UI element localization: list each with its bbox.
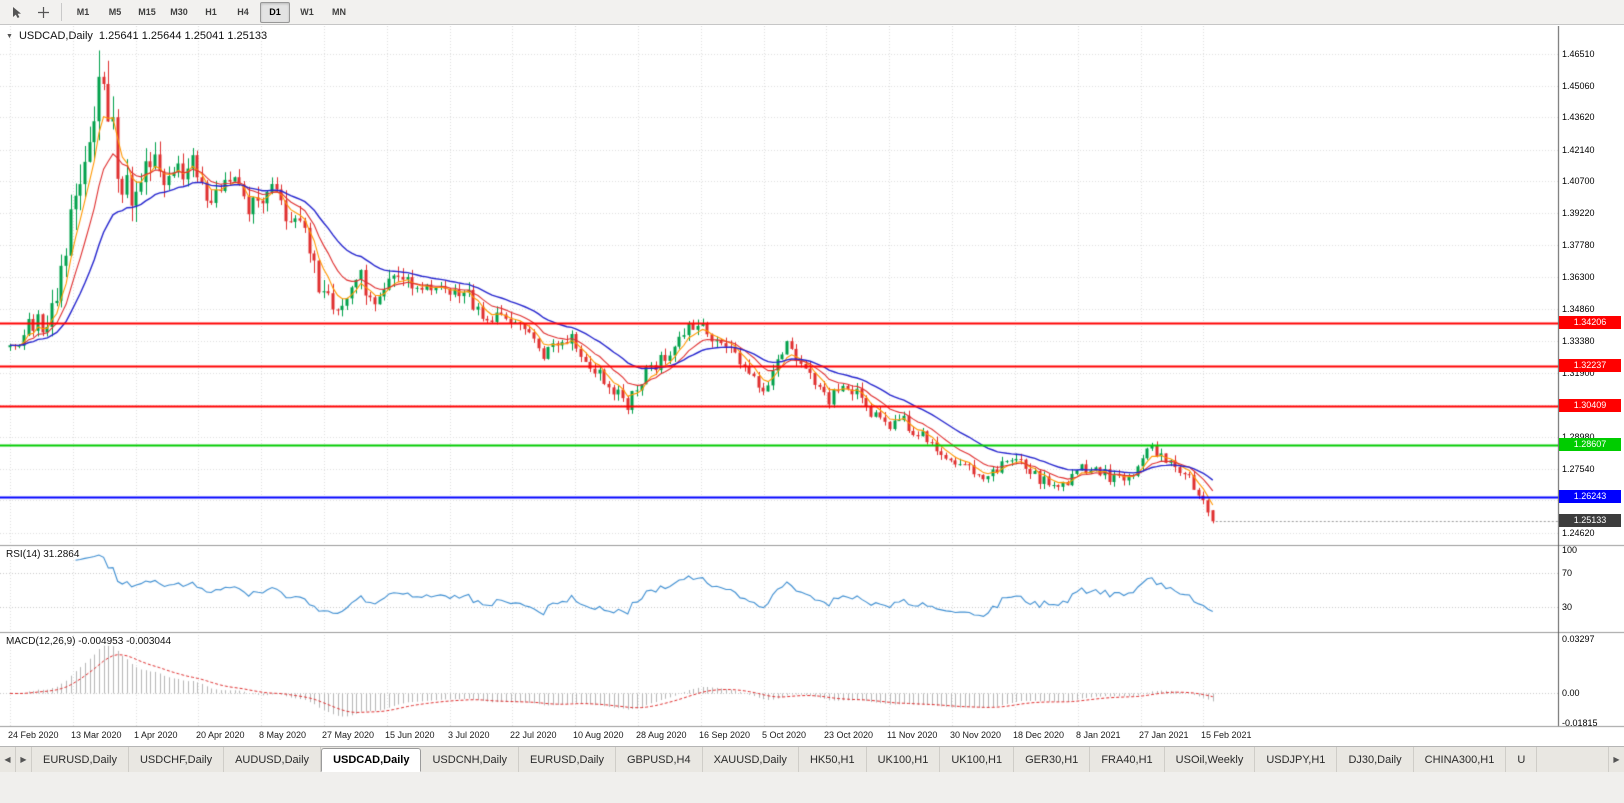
cursor-icon[interactable]	[5, 1, 29, 23]
date-tick-label: 27 May 2020	[322, 730, 375, 740]
price-tick-label: 1.40700	[1562, 176, 1595, 186]
price-chart-canvas[interactable]	[0, 26, 1624, 746]
date-tick-label: 23 Oct 2020	[824, 730, 874, 740]
macd-axis-label: -0.01815	[1562, 718, 1598, 728]
symbol-tab-usdjpy-h1[interactable]: USDJPY,H1	[1255, 747, 1338, 772]
hline-price-badge[interactable]: 1.32237	[1559, 359, 1621, 372]
price-tick-label: 1.34860	[1562, 304, 1595, 314]
price-tick-label: 1.43620	[1562, 112, 1595, 122]
price-tick-label: 1.36300	[1562, 272, 1595, 282]
symbol-tab-usdcnh-daily[interactable]: USDCNH,Daily	[421, 747, 520, 772]
price-tick-label: 1.28980	[1562, 432, 1595, 442]
tabs-scroll-right-icon[interactable]: ▶	[16, 747, 32, 772]
price-tick-label: 1.37780	[1562, 240, 1595, 250]
chart-symbol: USDCAD,Daily	[18, 30, 93, 42]
date-tick-label: 13 Mar 2020	[71, 730, 122, 740]
date-tick-label: 20 Apr 2020	[196, 730, 245, 740]
symbol-tabs: EURUSD,Daily USDCHF,Daily AUDUSD,Daily USDC…	[32, 747, 1538, 772]
symbol-tab-audusd-daily[interactable]: AUDUSD,Daily	[224, 747, 322, 772]
timeframe-m15-button[interactable]: M15	[138, 7, 156, 17]
date-tick-label: 3 Jul 2020	[448, 730, 490, 740]
hline-price-badge[interactable]: 1.28607	[1559, 438, 1621, 451]
macd-label: MACD(12,26,9) -0.004953 -0.003044	[6, 636, 171, 647]
date-tick-label: 11 Nov 2020	[887, 730, 938, 740]
tabs-scroll-end-icon[interactable]: ▶	[1608, 747, 1624, 772]
symbol-tab-hk50-h1[interactable]: HK50,H1	[799, 747, 867, 772]
macd-axis-label: 0.03297	[1562, 634, 1595, 644]
timeframe-m30-button[interactable]: M30	[170, 7, 188, 17]
symbol-tab-china300-h1[interactable]: CHINA300,H1	[1414, 747, 1507, 772]
macd-values: -0.004953 -0.003044	[78, 636, 172, 647]
rsi-level-label: 100	[1562, 545, 1578, 555]
price-tick-label: 1.24620	[1562, 528, 1595, 538]
price-tick-label: 1.33380	[1562, 336, 1595, 346]
symbol-tab-usoil-weekly[interactable]: USOil,Weekly	[1165, 747, 1256, 772]
timeframe-h1-button[interactable]: H1	[205, 7, 217, 17]
timeframe-buttons: M1 M5 M15 M30 H1 H4 D1 W1 MN	[67, 1, 355, 23]
date-tick-label: 8 Jan 2021	[1076, 730, 1121, 740]
date-tick-label: 5 Oct 2020	[762, 730, 807, 740]
chart-tab-bar: ◀ ▶ EURUSD,Daily USDCHF,Daily AUDUSD,Daily…	[0, 746, 1624, 772]
chart-title: ▼ USDCAD,Daily 1.25641 1.25644 1.25041 1…	[6, 30, 267, 42]
date-tick-label: 28 Aug 2020	[636, 730, 687, 740]
price-tick-label: 1.27540	[1562, 464, 1595, 474]
price-tick-label: 1.39220	[1562, 208, 1595, 218]
chart-ohlc: 1.25641 1.25644 1.25041 1.25133	[98, 30, 268, 42]
symbol-tab-eurusd-daily[interactable]: EURUSD,Daily	[32, 747, 129, 772]
price-tick-label: 1.42140	[1562, 145, 1595, 155]
symbol-tab-usdcad-daily[interactable]: USDCAD,Daily	[321, 748, 422, 772]
symbol-tab-eurusd-daily[interactable]: EURUSD,Daily	[519, 747, 616, 772]
status-bar	[0, 771, 1624, 803]
date-tick-label: 8 May 2020	[259, 730, 307, 740]
symbol-tab-u[interactable]: U	[1506, 747, 1538, 772]
price-tick-label: 1.31900	[1562, 368, 1595, 378]
top-toolbar: M1 M5 M15 M30 H1 H4 D1 W1 MN	[0, 0, 1624, 25]
date-tick-label: 1 Apr 2020	[134, 730, 178, 740]
symbol-tab-dj30-daily[interactable]: DJ30,Daily	[1337, 747, 1414, 772]
date-tick-label: 16 Sep 2020	[699, 730, 751, 740]
symbol-tab-uk100-h1[interactable]: UK100,H1	[867, 747, 941, 772]
toolbar-separator	[61, 3, 62, 21]
rsi-level-label: 70	[1562, 568, 1573, 579]
price-tick-label: 1.45060	[1562, 81, 1595, 91]
rsi-value: 31.2864	[43, 549, 80, 560]
date-tick-label: 10 Aug 2020	[573, 730, 624, 740]
date-tick-label: 27 Jan 2021	[1139, 730, 1189, 740]
date-tick-label: 22 Jul 2020	[510, 730, 557, 740]
hline-price-badge[interactable]: 1.26243	[1559, 490, 1621, 503]
rsi-level-label: 30	[1562, 601, 1573, 612]
collapse-icon[interactable]: ▼	[6, 32, 13, 40]
timeframe-m5-button[interactable]: M5	[108, 7, 122, 17]
crosshair-icon[interactable]	[31, 1, 55, 23]
symbol-tab-uk100-h1[interactable]: UK100,H1	[940, 747, 1015, 772]
date-tick-label: 30 Nov 2020	[950, 730, 1002, 740]
date-tick-label: 15 Jun 2020	[385, 730, 435, 740]
timeframe-h4-button[interactable]: H4	[237, 7, 249, 17]
price-tick-label: 1.46510	[1562, 49, 1595, 59]
timeframe-mn-button[interactable]: MN	[332, 7, 346, 17]
hline-price-badge[interactable]: 1.34206	[1559, 316, 1621, 329]
date-tick-label: 24 Feb 2020	[8, 730, 59, 740]
symbol-tab-xauusd-daily[interactable]: XAUUSD,Daily	[703, 747, 799, 772]
macd-name: MACD(12,26,9)	[6, 636, 76, 647]
timeframe-m1-button[interactable]: M1	[76, 7, 90, 17]
rsi-label: RSI(14) 31.2864	[6, 549, 79, 560]
timeframe-w1-button[interactable]: W1	[300, 7, 314, 17]
rsi-name: RSI(14)	[6, 549, 41, 560]
current-price-badge: 1.25133	[1559, 514, 1621, 527]
chart-area: ▼ USDCAD,Daily 1.25641 1.25644 1.25041 1…	[0, 26, 1624, 746]
symbol-tab-ger30-h1[interactable]: GER30,H1	[1014, 747, 1091, 772]
tabs-scroll-left-icon[interactable]: ◀	[0, 747, 16, 772]
macd-axis-label: 0.00	[1562, 688, 1580, 699]
hline-price-badge[interactable]: 1.30409	[1559, 399, 1621, 412]
date-tick-label: 18 Dec 2020	[1013, 730, 1065, 740]
symbol-tab-gbpusd-h4[interactable]: GBPUSD,H4	[616, 747, 703, 772]
timeframe-d1-button[interactable]: D1	[260, 1, 290, 23]
date-tick-label: 15 Feb 2021	[1201, 730, 1252, 740]
symbol-tab-fra40-h1[interactable]: FRA40,H1	[1090, 747, 1165, 772]
symbol-tab-usdchf-daily[interactable]: USDCHF,Daily	[129, 747, 225, 772]
